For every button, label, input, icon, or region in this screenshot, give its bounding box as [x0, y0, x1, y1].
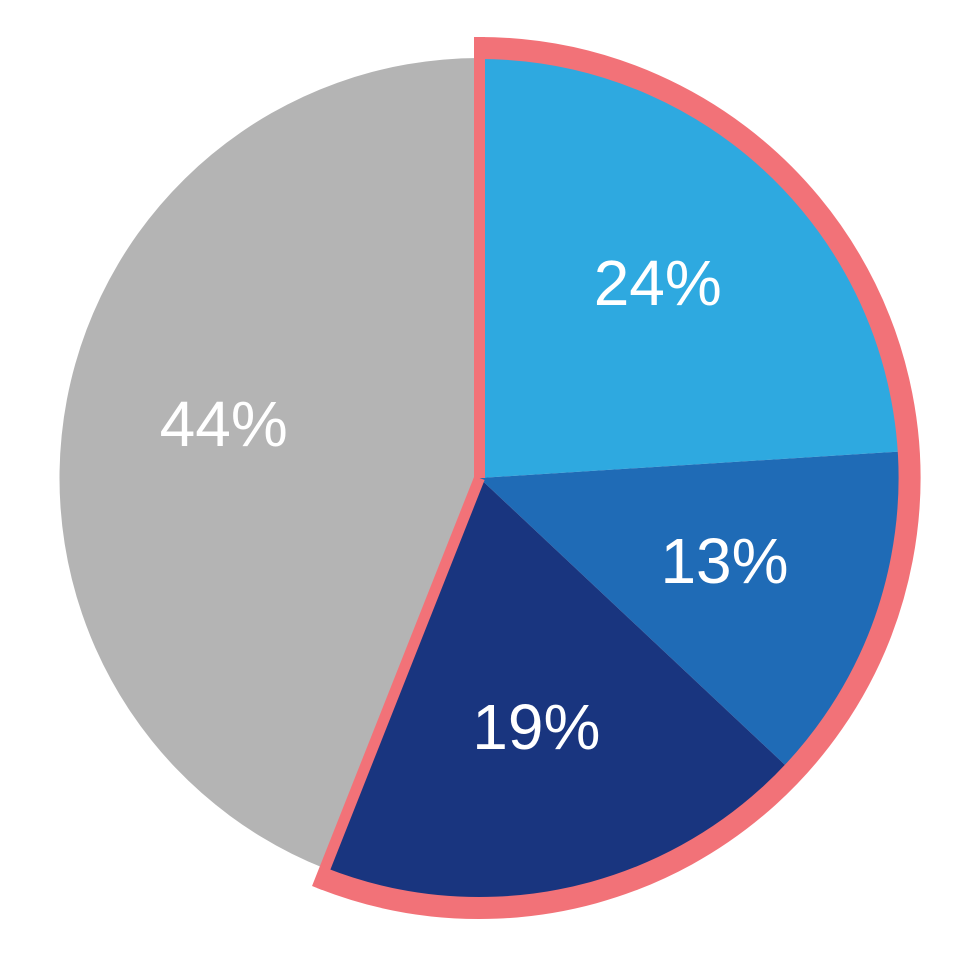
pie-label-2: 19% [472, 691, 600, 763]
pie-label-3: 44% [160, 388, 288, 460]
pie-chart-svg: 24% 13% 19% 44% [0, 0, 959, 956]
pie-chart: 24% 13% 19% 44% [0, 0, 959, 956]
pie-label-0: 24% [594, 247, 722, 319]
pie-label-1: 13% [660, 525, 788, 597]
